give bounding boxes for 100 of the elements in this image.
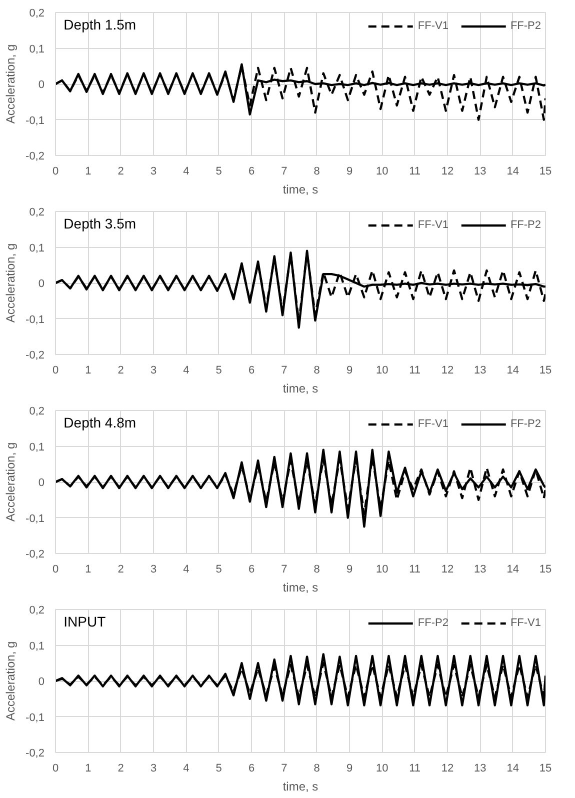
legend-label: FF-P2 [510,418,541,430]
x-axis-title: time, s [282,580,318,594]
y-tick-label: -0,1 [26,512,45,525]
x-tick-label: 12 [441,364,454,376]
y-tick-label: 0 [38,676,45,688]
x-tick-label: 5 [216,762,222,774]
x-axis-title: time, s [282,382,318,396]
x-tick-label: 6 [248,564,255,576]
x-tick-label: 11 [409,564,421,576]
y-tick-label: -0,2 [26,548,45,560]
x-tick-label: 14 [506,762,519,774]
y-axis-title: Acceleration, g [4,44,18,124]
x-tick-label: 10 [376,564,388,576]
chart-title: Depth 1.5m [64,16,136,32]
x-tick-label: 3 [150,166,157,178]
x-tick-label: 4 [183,762,190,774]
x-tick-label: 2 [118,166,124,178]
y-tick-label: -0,2 [26,150,45,162]
x-tick-label: 0 [52,166,59,178]
legend-label: FF-V1 [418,20,448,32]
y-axis-title: Acceleration, g [4,243,18,323]
y-tick-label: -0,2 [26,350,45,362]
x-tick-label: 10 [376,364,388,376]
chart-title: Depth 4.8m [64,414,136,430]
x-tick-label: 2 [118,364,124,376]
x-tick-label: 7 [281,762,288,774]
legend-label: FF-P2 [510,20,541,32]
x-tick-label: 1 [85,166,92,178]
x-tick-label: 0 [52,564,59,576]
x-tick-label: 0 [52,364,59,376]
x-tick-label: 5 [216,166,222,178]
x-tick-label: 6 [248,762,255,774]
x-axis-title: time, s [282,182,318,196]
x-tick-label: 5 [216,364,222,376]
x-tick-label: 7 [281,166,288,178]
y-tick-label: 0,2 [29,8,45,20]
x-tick-label: 14 [506,564,519,576]
x-tick-label: 13 [474,564,486,576]
y-tick-label: 0,1 [29,640,45,652]
y-tick-label: 0,2 [29,406,45,418]
x-tick-label: 3 [150,564,157,576]
x-tick-label: 9 [346,564,353,576]
x-tick-label: 13 [474,762,486,774]
x-tick-label: 6 [248,364,255,376]
x-tick-label: 8 [314,564,320,576]
x-tick-label: 5 [216,564,222,576]
x-tick-label: 10 [376,166,388,178]
x-tick-label: 12 [441,564,454,576]
x-tick-label: 4 [183,364,190,376]
x-tick-label: 13 [474,364,486,376]
x-tick-label: 11 [409,762,421,774]
y-tick-label: 0 [38,79,45,91]
x-tick-label: 12 [441,166,454,178]
y-axis-title: Acceleration, g [4,442,18,522]
x-tick-label: 8 [314,364,320,376]
x-tick-label: 0 [52,762,59,774]
x-tick-label: 9 [346,762,353,774]
x-tick-label: 12 [441,762,454,774]
y-tick-label: 0,1 [29,441,45,454]
chart-title: INPUT [64,614,106,630]
x-tick-label: 1 [85,762,92,774]
x-tick-label: 15 [539,364,552,376]
y-tick-label: 0,2 [29,206,45,218]
legend-label: FF-P2 [418,617,448,629]
x-tick-label: 13 [474,166,486,178]
y-axis-title: Acceleration, g [4,641,18,721]
x-tick-label: 1 [85,364,92,376]
x-tick-label: 9 [346,364,353,376]
x-tick-label: 7 [281,564,288,576]
x-tick-label: 3 [150,364,157,376]
x-tick-label: 6 [248,166,255,178]
x-tick-label: 1 [85,564,92,576]
x-tick-label: 2 [118,762,124,774]
y-tick-label: -0,1 [26,712,45,724]
y-tick-label: -0,1 [26,314,45,326]
legend-label: FF-V1 [418,418,448,430]
legend-label: FF-V1 [418,219,448,231]
x-tick-label: 15 [539,564,552,576]
x-tick-label: 15 [539,166,552,178]
x-tick-label: 14 [506,364,519,376]
x-tick-label: 15 [539,762,552,774]
x-tick-label: 9 [346,166,353,178]
x-tick-label: 3 [150,762,157,774]
chart-title: Depth 3.5m [64,216,136,232]
y-tick-label: 0 [38,278,45,290]
y-tick-label: 0 [38,477,45,489]
x-tick-label: 11 [409,364,421,376]
x-tick-label: 8 [314,762,320,774]
x-tick-label: 2 [118,564,124,576]
y-tick-label: 0,1 [29,43,45,56]
y-tick-label: -0,1 [26,114,45,127]
x-tick-label: 14 [506,166,519,178]
x-axis-title: time, s [282,780,318,794]
x-tick-label: 4 [183,166,190,178]
x-tick-label: 11 [409,166,421,178]
legend-label: FF-V1 [510,617,541,629]
x-tick-label: 8 [314,166,320,178]
legend-label: FF-P2 [510,219,541,231]
x-tick-label: 10 [376,762,388,774]
y-tick-label: -0,2 [26,748,45,760]
